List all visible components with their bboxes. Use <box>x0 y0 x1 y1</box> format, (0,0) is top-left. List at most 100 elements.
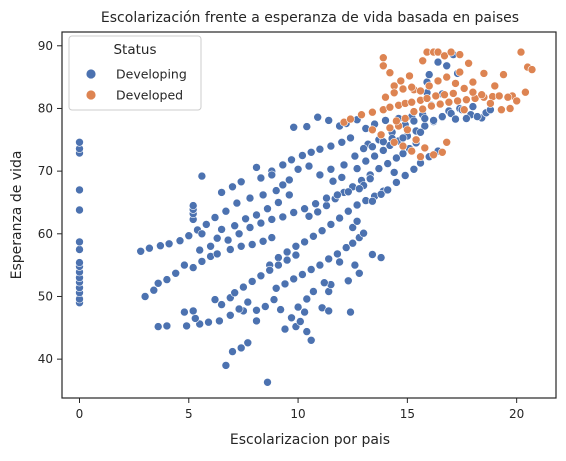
point-developing <box>314 208 322 216</box>
point-developing <box>309 288 317 296</box>
point-developing <box>307 336 315 344</box>
point-developed <box>434 77 442 85</box>
point-developing <box>218 301 226 309</box>
point-developing <box>307 148 315 156</box>
point-developed <box>491 82 499 90</box>
point-developing <box>362 157 370 165</box>
point-developing <box>399 134 407 142</box>
point-developing <box>213 234 221 242</box>
point-developing <box>368 251 376 259</box>
point-developing <box>469 103 477 111</box>
point-developing <box>473 113 481 121</box>
x-tick-label: 5 <box>185 407 193 421</box>
point-developed <box>368 126 376 134</box>
point-developing <box>292 242 300 250</box>
point-developing <box>279 213 287 221</box>
point-developing <box>257 174 265 182</box>
point-developing <box>229 348 237 356</box>
point-developing <box>360 229 368 237</box>
point-developing <box>180 308 188 316</box>
point-developed <box>386 103 394 111</box>
point-developed <box>495 92 503 100</box>
point-developing <box>351 152 359 160</box>
y-tick-label: 70 <box>38 164 53 178</box>
legend-marker-developing <box>86 69 96 79</box>
point-developing <box>421 115 429 123</box>
point-developing <box>410 117 418 125</box>
x-tick-label: 10 <box>290 407 305 421</box>
point-developing <box>229 183 237 191</box>
point-developing <box>76 138 84 146</box>
x-axis-label: Escolarizacion por pais <box>230 432 390 448</box>
point-developing <box>384 186 392 194</box>
point-developing <box>314 113 322 121</box>
point-developed <box>513 97 521 105</box>
point-developing <box>375 165 383 173</box>
point-developed <box>410 108 418 116</box>
point-developing <box>443 62 451 70</box>
point-developing <box>180 261 188 269</box>
point-developing <box>323 194 331 202</box>
point-developing <box>264 205 272 213</box>
x-tick-label: 0 <box>76 407 84 421</box>
point-developing <box>257 272 265 280</box>
point-developing <box>309 232 317 240</box>
point-developing <box>253 306 261 314</box>
point-developed <box>443 138 451 146</box>
point-developing <box>285 191 293 199</box>
point-developing <box>183 322 191 330</box>
point-developed <box>480 69 488 77</box>
point-developing <box>76 246 84 254</box>
point-developing <box>379 146 387 154</box>
point-developing <box>410 165 418 173</box>
point-developing <box>226 246 234 254</box>
point-developing <box>353 201 361 209</box>
point-developing <box>198 257 206 265</box>
point-developed <box>408 147 416 155</box>
point-developed <box>521 88 529 96</box>
point-developing <box>76 186 84 194</box>
point-developing <box>344 277 352 285</box>
point-developed <box>358 111 366 119</box>
point-developing <box>285 176 293 184</box>
point-developing <box>253 211 261 219</box>
point-developing <box>189 307 197 315</box>
y-tick-label: 60 <box>38 227 53 241</box>
point-developed <box>403 126 411 134</box>
point-developing <box>384 160 392 168</box>
x-tick-label: 15 <box>400 407 415 421</box>
point-developing <box>264 378 272 386</box>
point-developing <box>301 205 309 213</box>
point-developing <box>185 232 193 240</box>
point-developing <box>218 225 226 233</box>
point-developing <box>303 328 311 336</box>
legend-label-developed: Developed <box>116 88 183 103</box>
point-developing <box>325 116 333 124</box>
point-developing <box>176 237 184 245</box>
point-developed <box>506 105 514 113</box>
point-developed <box>504 93 512 101</box>
point-developing <box>141 293 149 301</box>
point-developed <box>462 96 470 104</box>
point-developed <box>368 108 376 116</box>
point-developing <box>316 261 324 269</box>
point-developing <box>377 254 385 262</box>
point-developing <box>438 113 446 121</box>
point-developing <box>301 238 309 246</box>
point-developing <box>261 303 269 311</box>
point-developing <box>211 214 219 222</box>
point-developing <box>452 115 460 123</box>
point-developing <box>294 165 302 173</box>
point-developing <box>202 220 210 228</box>
point-developed <box>397 77 405 85</box>
y-tick-label: 80 <box>38 101 53 115</box>
point-developing <box>325 255 333 263</box>
point-developing <box>425 71 433 79</box>
point-developing <box>222 207 230 215</box>
point-developing <box>325 307 333 315</box>
point-developing <box>392 178 400 186</box>
point-developing <box>224 236 232 244</box>
point-developing <box>253 163 261 171</box>
point-developed <box>399 85 407 93</box>
